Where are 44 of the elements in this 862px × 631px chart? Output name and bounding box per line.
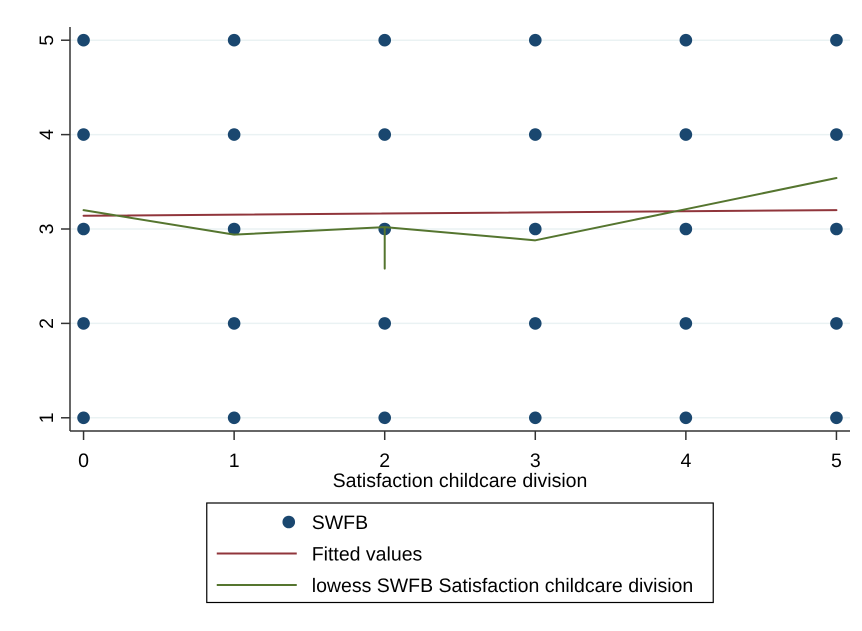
point [830, 317, 843, 330]
point [528, 317, 542, 330]
x-tick-label: 4 [680, 450, 692, 472]
point [680, 222, 692, 236]
x-tick-label: 5 [831, 450, 842, 472]
point [228, 411, 240, 424]
y-tick-label: 2 [36, 318, 58, 329]
x-tick-label: 2 [379, 450, 390, 472]
legend-label: Fitted values [312, 544, 423, 566]
point [830, 34, 843, 47]
point [680, 411, 692, 424]
point [680, 128, 692, 141]
point [528, 222, 542, 236]
legend-label: lowess SWFB Satisfaction childcare division [312, 575, 694, 597]
y-tick-label: 1 [36, 412, 58, 424]
point [77, 128, 90, 141]
x-tick-label: 3 [530, 450, 541, 472]
point [228, 128, 240, 141]
y-tick-label: 3 [36, 224, 58, 234]
point [528, 411, 542, 424]
legend-label: SWFB [312, 512, 368, 534]
point [77, 222, 90, 236]
line-series [82, 177, 838, 270]
point [228, 317, 240, 330]
point [77, 34, 90, 47]
point [680, 317, 692, 330]
point [378, 317, 392, 330]
point [528, 34, 542, 47]
point [830, 222, 843, 236]
point [378, 34, 392, 47]
y-tick-label: 4 [36, 129, 58, 140]
point [680, 34, 692, 47]
point [378, 128, 392, 141]
point [228, 34, 240, 47]
point [528, 128, 542, 141]
point [77, 411, 90, 424]
point [830, 128, 843, 141]
x-axis-title: Satisfaction childcare division [332, 470, 588, 492]
point [378, 411, 392, 424]
point [77, 317, 90, 330]
x-tick-label: 1 [228, 450, 240, 472]
x-tick-label: 0 [78, 450, 90, 472]
point [830, 411, 843, 424]
y-tick-label: 5 [36, 34, 58, 46]
